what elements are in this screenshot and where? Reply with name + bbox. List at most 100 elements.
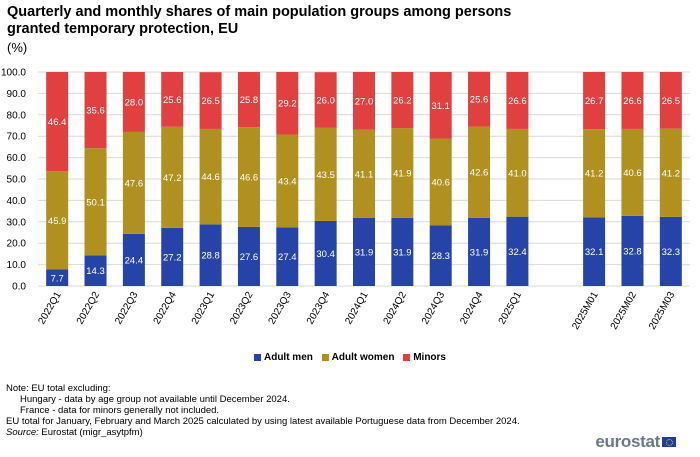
bar-segment — [621, 128, 644, 216]
bar-segment — [199, 128, 222, 225]
y-tick-label: 70.0 — [7, 132, 27, 143]
legend-swatch-minors — [403, 354, 411, 361]
bar-segment — [122, 131, 145, 234]
bar-segment — [429, 138, 452, 226]
data-label: 26.5 — [201, 96, 220, 107]
data-label: 25.6 — [163, 95, 182, 106]
note-line-4: EU total for January, February and March… — [6, 416, 520, 427]
data-label: 31.9 — [470, 247, 489, 258]
eurostat-logo[interactable]: eurostat — [595, 432, 676, 452]
bar-segment — [506, 216, 529, 286]
note-line-3: France - data for minors generally not i… — [20, 405, 220, 416]
data-label: 50.1 — [86, 197, 105, 208]
x-tick-label: 2025M01 — [570, 290, 601, 332]
data-label: 26.6 — [508, 96, 527, 107]
y-tick-label: 30.0 — [7, 217, 27, 228]
data-label: 47.6 — [125, 178, 144, 189]
data-label: 25.8 — [240, 95, 259, 106]
data-label: 27.6 — [240, 252, 259, 263]
bar-segment — [46, 171, 69, 270]
legend-item-adult-women[interactable]: Adult women — [321, 352, 394, 363]
bar-segment — [391, 217, 414, 286]
bar-segment — [659, 128, 682, 217]
legend-item-adult-men[interactable]: Adult men — [253, 352, 313, 363]
bar-segment — [429, 225, 452, 286]
x-tick-label: 2025M02 — [609, 290, 640, 332]
bar-segment — [122, 72, 145, 132]
note-line-2: Hungary - data by age group not availabl… — [20, 394, 290, 405]
stacked-bar-chart: 0.0 10.0 20.0 30.0 40.0 50.0 60.0 70.0 80.0 90.0 1… — [1, 68, 690, 332]
bar-segment — [122, 233, 145, 286]
bar-segment — [276, 72, 299, 135]
source-text: Eurostat (migr_asytpfm) — [38, 427, 143, 438]
bar-segment — [353, 129, 375, 218]
data-label: 41.9 — [393, 168, 412, 179]
data-label: 14.3 — [86, 266, 105, 277]
data-label: 45.9 — [48, 216, 67, 227]
x-tick-label: 2022Q4 — [152, 290, 180, 327]
bar-segment — [237, 127, 260, 227]
y-tick-label: 20.0 — [7, 239, 27, 250]
x-tick-label: 2025M03 — [647, 290, 678, 332]
data-label: 42.6 — [470, 168, 489, 179]
bar-segment — [506, 128, 529, 217]
x-tick-label: 2024Q1 — [343, 290, 371, 327]
bar-segment — [353, 72, 375, 130]
chart-title: Quarterly and monthly shares of main pop… — [7, 4, 512, 37]
eurostat-logo-text: eurostat — [595, 432, 660, 451]
legend-swatch-adult-men — [253, 354, 261, 361]
y-tick-label: 10.0 — [7, 260, 27, 271]
bar-segment — [314, 220, 337, 286]
legend-swatch-adult-women — [321, 354, 329, 361]
bar-segment — [84, 255, 107, 286]
bar-segment — [621, 72, 644, 129]
bar-segment — [429, 72, 452, 139]
data-label: 25.6 — [470, 95, 489, 106]
x-tick-label: 2022Q2 — [75, 290, 103, 327]
data-label: 31.1 — [431, 101, 450, 112]
bar-segment — [583, 72, 606, 130]
data-label: 27.4 — [278, 252, 297, 263]
bar-segment — [161, 72, 184, 127]
x-tick-label: 2023Q1 — [190, 290, 218, 327]
data-label: 46.4 — [48, 117, 67, 128]
data-label: 32.4 — [508, 247, 527, 258]
data-label: 35.6 — [86, 106, 105, 117]
data-label: 26.6 — [623, 96, 642, 107]
y-tick-label: 0.0 — [12, 282, 26, 293]
note-line-1: Note: EU total excluding: — [6, 383, 111, 394]
x-tick-label: 2024Q2 — [382, 290, 410, 327]
data-label: 31.9 — [355, 247, 374, 258]
data-label: 32.8 — [623, 246, 642, 257]
bar-segment — [161, 126, 184, 228]
bar-segment — [199, 224, 222, 286]
unit-label: (%) — [7, 40, 28, 55]
legend: Adult men Adult women Minors — [0, 352, 700, 364]
y-tick-label: 80.0 — [7, 110, 27, 121]
x-tick-label: 2024Q3 — [420, 290, 448, 327]
data-label: 41.0 — [508, 168, 527, 179]
bar-segment — [468, 71, 491, 127]
bar-segment — [46, 72, 69, 172]
data-label: 28.3 — [431, 251, 450, 262]
data-label: 26.7 — [585, 96, 604, 107]
y-tick-label: 90.0 — [7, 89, 27, 100]
data-label: 41.2 — [662, 168, 681, 179]
data-label: 40.6 — [431, 177, 450, 188]
data-label: 28.8 — [201, 251, 220, 262]
x-tick-label: 2024Q4 — [458, 290, 486, 327]
bar-segment — [237, 72, 260, 128]
bar-segment — [583, 217, 606, 286]
x-tick-label: 2025Q1 — [497, 290, 525, 327]
data-label: 31.9 — [393, 247, 412, 258]
bar-segment — [353, 217, 375, 286]
bar-segment — [468, 217, 491, 286]
legend-item-minors[interactable]: Minors — [403, 352, 446, 363]
data-label: 24.4 — [125, 255, 144, 266]
data-label: 44.6 — [201, 172, 220, 183]
data-label: 47.2 — [163, 173, 182, 184]
data-label: 29.2 — [278, 99, 297, 110]
bar-segment — [314, 127, 337, 221]
data-label: 7.7 — [51, 273, 64, 284]
bar-segment — [314, 72, 337, 128]
